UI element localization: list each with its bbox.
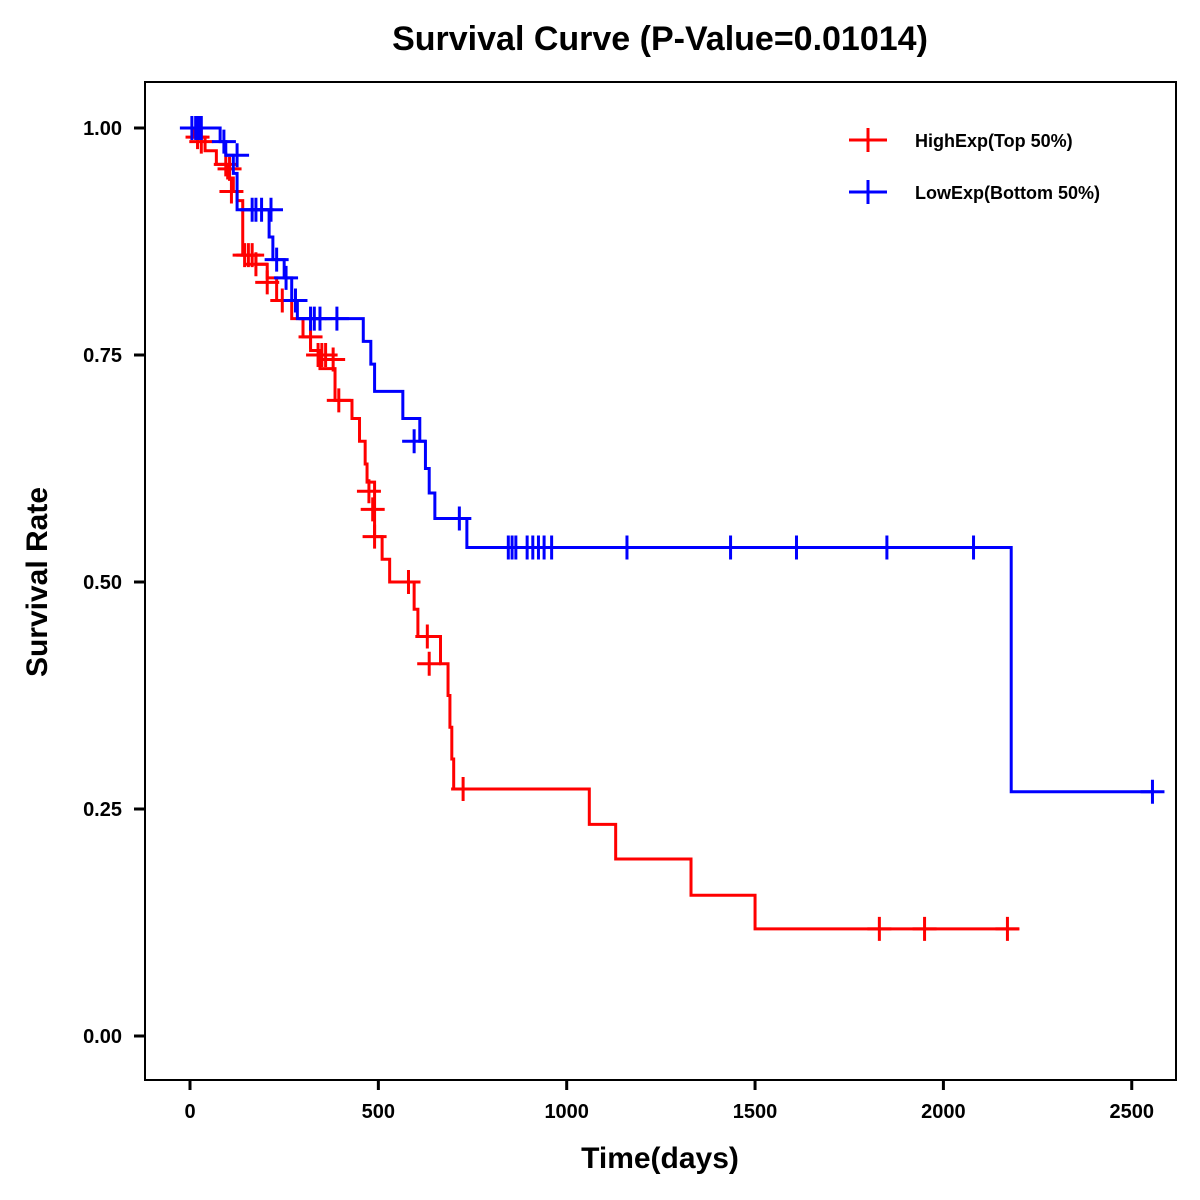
censor-mark [255,270,280,295]
censor-mark [258,197,283,222]
series-highexp [185,125,1020,941]
censor-mark [219,179,244,204]
censor-mark [362,524,387,549]
censor-mark [718,535,743,560]
censor-mark [961,535,986,560]
y-axis: 0.00 0.25 0.50 0.75 1.00 [83,118,144,1048]
legend-marker-icon [849,128,887,152]
plot-frame [144,81,1177,1081]
y-tick-label: 0.00 [83,1026,122,1048]
censor-mark [264,247,289,272]
y-tick-label: 0.25 [83,799,122,821]
censor-mark [402,429,427,454]
y-tick-label: 1.00 [83,118,122,140]
censor-mark [189,116,214,140]
censor-mark [784,535,809,560]
chart-title: Survival Curve (P-Value=0.01014) [392,20,928,58]
censor-mark [324,306,349,331]
survival-curves [179,116,1165,941]
legend-label: LowExp(Bottom 50%) [915,183,1100,203]
x-axis: 0 500 1000 1500 2000 2500 [184,1081,1154,1123]
legend-marker-icon [849,180,887,204]
censor-mark [321,347,346,372]
censor-mark [243,252,268,277]
censor-mark [614,535,639,560]
censor-mark [995,916,1020,941]
y-tick-label: 0.50 [83,572,122,594]
censor-mark [225,143,250,168]
censor-mark [451,777,476,802]
censor-mark [912,916,937,941]
censor-mark [396,570,421,594]
x-tick-label: 500 [362,1101,395,1123]
legend-label: HighExp(Top 50%) [915,131,1073,151]
censor-mark [217,156,242,181]
censor-mark [447,506,472,531]
censor-mark [417,651,442,676]
survival-step-line [190,126,1019,931]
censor-mark [539,535,564,560]
censor-mark [874,535,899,560]
censor-mark [415,624,440,649]
x-tick-label: 2500 [1110,1101,1155,1123]
series-lowexp [179,116,1165,804]
censor-mark [1140,779,1165,804]
censor-mark [867,916,892,941]
censor-mark [360,497,385,522]
censor-mark [274,265,299,290]
censor-mark [283,288,308,313]
x-tick-label: 1500 [733,1101,778,1123]
x-tick-label: 0 [184,1101,195,1123]
y-axis-label: Survival Rate [21,487,54,677]
legend-item: LowExp(Bottom 50%) [849,180,1100,204]
censor-mark [356,479,381,504]
censor-mark [326,388,351,413]
x-tick-label: 1000 [544,1101,589,1123]
censor-mark [211,129,236,154]
legend: HighExp(Top 50%) LowExp(Bottom 50%) [849,128,1100,204]
survival-step-line [190,126,1153,794]
x-axis-label: Time(days) [581,1142,739,1175]
x-tick-label: 2000 [921,1101,966,1123]
legend-item: HighExp(Top 50%) [849,128,1073,152]
y-tick-label: 0.75 [83,345,122,367]
